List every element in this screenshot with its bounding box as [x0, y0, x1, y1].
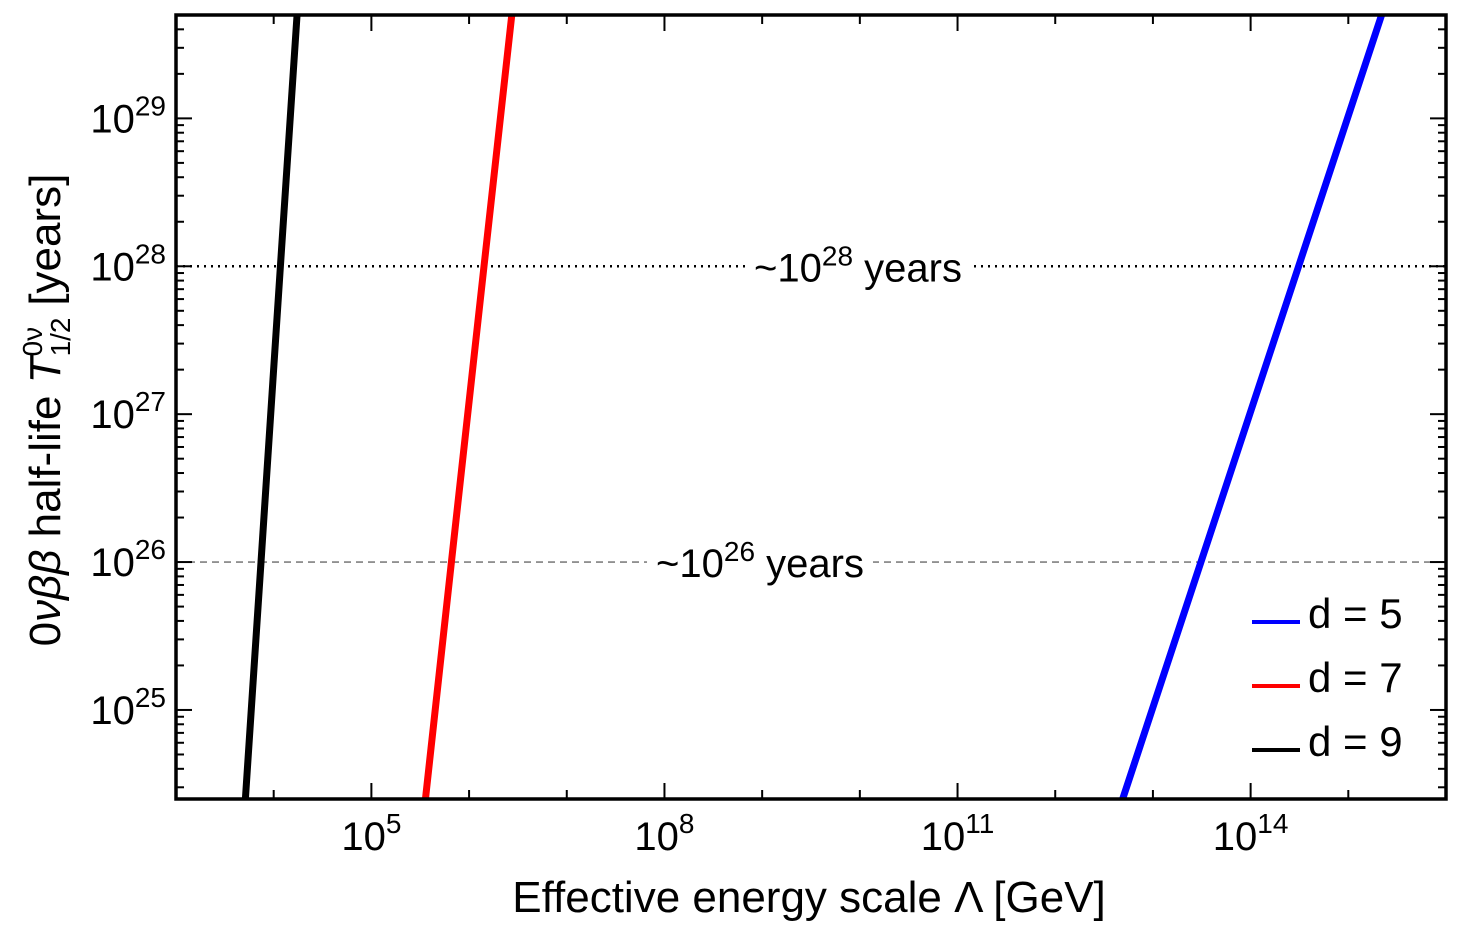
y-label-text: half-life — [21, 383, 70, 549]
y-tick-label: 1028 — [90, 238, 166, 289]
y-tick-label: 1026 — [90, 534, 166, 585]
reference-label: ~1028 years — [754, 240, 962, 290]
x-axis-label: Effective energy scale Λ [GeV] — [512, 873, 1106, 922]
y-tick-base: 10 — [90, 541, 135, 585]
x-tick-base: 10 — [1213, 815, 1258, 859]
series-line-2 — [421, 15, 516, 799]
legend-label: d = 9 — [1308, 718, 1403, 765]
reference-label-background — [647, 536, 873, 587]
y-label-superscript: 0ν — [17, 327, 48, 357]
x-tick-label: 105 — [341, 808, 401, 859]
y-tick-exponent: 28 — [135, 238, 166, 269]
y-label-process: νββ — [21, 550, 70, 622]
x-tick-exponent: 14 — [1257, 808, 1288, 839]
reference-label-prefix: ~10 — [656, 542, 724, 586]
legend-label: d = 7 — [1308, 654, 1403, 701]
reference-label-exponent: 28 — [822, 240, 853, 271]
reference-label: ~1026 years — [656, 536, 864, 586]
reference-label-exponent: 26 — [724, 536, 755, 567]
x-tick-base: 10 — [634, 815, 679, 859]
y-tick-label: 1027 — [90, 386, 166, 437]
x-tick-label: 1011 — [921, 808, 995, 859]
legend: d = 5 d = 7 d = 9 — [1252, 590, 1403, 765]
y-tick-base: 10 — [90, 245, 135, 289]
plot-frame — [174, 13, 1448, 801]
series-lines — [241, 15, 1386, 799]
y-label-lead: 0 — [21, 622, 70, 646]
series-line-1 — [1118, 15, 1386, 799]
legend-entry: d = 7 — [1252, 654, 1403, 701]
y-label-subscript: 1/2 — [45, 317, 76, 356]
x-tick-base: 10 — [921, 815, 966, 859]
y-axis-label: 0νββ half-life T1/20ν [years] — [17, 174, 76, 647]
reference-label-background — [745, 240, 971, 291]
y-label-symbol: T — [21, 353, 70, 383]
legend-entry: d = 5 — [1252, 590, 1403, 637]
y-tick-label: 1025 — [90, 682, 166, 733]
series-line-3 — [241, 15, 301, 799]
x-tick-label: 1014 — [1213, 808, 1289, 859]
legend-label: d = 5 — [1308, 590, 1403, 637]
y-tick-label: 1029 — [90, 90, 166, 141]
reference-label-suffix: years — [755, 542, 864, 586]
x-tick-base: 10 — [341, 815, 386, 859]
x-tick-label: 108 — [634, 808, 694, 859]
y-tick-exponent: 25 — [135, 682, 166, 713]
y-label-unit: [years] — [21, 174, 70, 318]
x-tick-exponent: 11 — [965, 808, 994, 839]
y-tick-exponent: 26 — [135, 534, 166, 565]
reference-lines: ~1028 years~1026 years — [176, 240, 1446, 587]
legend-entry: d = 9 — [1252, 718, 1403, 765]
x-tick-exponent: 5 — [386, 808, 402, 839]
y-tick-base: 10 — [90, 97, 135, 141]
y-tick-base: 10 — [90, 393, 135, 437]
plot-background — [176, 15, 1446, 799]
y-tick-exponent: 29 — [135, 90, 166, 121]
reference-label-suffix: years — [853, 246, 962, 290]
y-tick-exponent: 27 — [135, 386, 166, 417]
reference-label-prefix: ~10 — [754, 246, 822, 290]
x-tick-exponent: 8 — [679, 808, 695, 839]
y-tick-base: 10 — [90, 689, 135, 733]
